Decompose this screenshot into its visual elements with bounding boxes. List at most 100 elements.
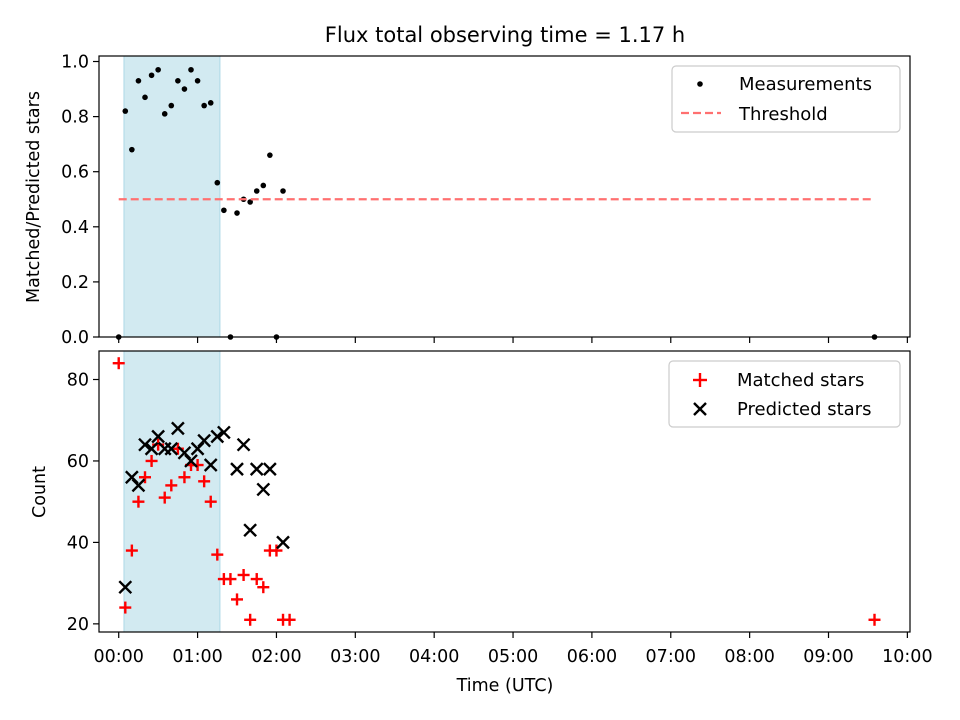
measurement-point [194,77,201,84]
x-stroke [236,437,251,452]
predicted-star-point [249,462,264,476]
measurement-point [253,188,260,194]
measurement-point [142,94,148,101]
x-stroke [118,580,133,595]
x-stroke [249,462,264,476]
matched-star-point [145,454,158,467]
matched-star-point [125,544,138,557]
predicted-star-point [171,421,185,436]
measurement-point [161,111,168,117]
predicted-star-point [118,580,133,595]
x-tick-label: 10:00 [882,647,932,667]
top-plot-frame [98,55,911,338]
matched-star-point [224,573,237,586]
x-stroke [131,478,146,493]
matched-star-point [158,491,171,504]
matched-star-point [132,495,145,508]
matched-star-point [237,568,250,581]
matched-star-point [244,613,257,626]
matched-star-point [139,471,152,484]
matched-star-point [198,475,211,488]
measurement-point [214,179,221,186]
matched-star-point [868,613,881,626]
measurement-point [247,199,253,205]
x-stroke [276,535,290,550]
x-tick-label: 06:00 [567,647,617,667]
legend-measurements-marker [697,81,703,87]
chart-title: Flux total observing time = 1.17 h [325,23,685,47]
top-y-tick-label: 0.0 [61,328,89,348]
legend-predicted-marker [693,402,707,416]
x-tick-label: 07:00 [646,647,696,667]
x-axis-label: Time (UTC) [456,676,554,696]
predicted-star-point [276,535,290,550]
bottom-y-tick-label: 20 [67,615,89,635]
x-stroke [125,470,139,485]
top-y-tick-label: 0.8 [61,108,89,128]
x-tick-label: 04:00 [409,647,459,667]
matched-star-point [211,548,224,561]
matched-star-point [204,495,217,508]
measurement-point [168,102,175,109]
x-stroke [164,441,179,456]
predicted-star-point [203,458,218,472]
x-stroke [144,441,159,456]
predicted-star-point [184,454,198,468]
x-stroke [243,523,258,538]
predicted-star-point [210,429,225,444]
measurement-point [280,188,286,194]
x-stroke [177,445,192,460]
bottom-shaded-region [123,350,221,633]
measurement-point [207,100,214,106]
top-y-tick-label: 0.2 [61,273,89,293]
bottom-y-axis: 20 40 60 80 [67,371,99,635]
matched-star-point [270,544,283,557]
x-stroke [197,433,212,448]
top-panel: 0.0 0.2 0.4 0.6 0.8 1.0 Matched/Predicted sta… [24,53,911,348]
measurement-point [148,72,155,79]
predicted-star-point [217,425,231,440]
top-y-tick-label: 1.0 [61,53,89,73]
legend-predicted-label: Predicted stars [737,399,871,420]
measurement-point [221,207,227,214]
measurement-point [129,146,135,153]
measurement-point [234,210,240,216]
bottom-y-axis-label: Count [30,466,50,518]
measurement-point [201,102,207,109]
x-stroke [203,458,218,472]
x-tick-label: 02:00 [251,647,301,667]
legend-measurements-label: Measurements [739,74,872,95]
x-tick-label: 09:00 [803,647,853,667]
matched-star-point [165,479,178,492]
measurement-point [267,152,273,158]
predicted-star-point [131,478,146,493]
x-tick-label: 08:00 [724,647,774,667]
predicted-star-point [263,462,277,476]
predicted-star-point [164,441,179,456]
x-stroke [171,421,185,436]
x-stroke [256,482,271,497]
top-y-axis: 0.0 0.2 0.4 0.6 0.8 1.0 [61,53,99,348]
matched-star-point [112,357,125,370]
bottom-y-tick-label: 40 [67,533,89,553]
bottom-series-layer [112,357,881,626]
top-y-axis-label: Matched/Predicted stars [24,91,44,303]
predicted-star-point [151,429,165,444]
legend-matched-marker [693,373,707,387]
x-tick-label: 01:00 [172,647,222,667]
measurement-point [175,77,181,84]
measurement-point [181,86,188,92]
matched-star-point [178,471,191,484]
x-stroke [230,462,244,476]
predicted-star-point [144,441,159,456]
legend-threshold-label: Threshold [738,104,828,125]
bottom-y-tick-label: 80 [67,371,89,391]
top-legend: Measurements Threshold [671,65,901,133]
x-tick-label: 03:00 [330,647,380,667]
measurement-point [135,77,142,84]
predicted-star-point [236,437,251,452]
measurement-point [122,108,129,114]
top-y-tick-label: 0.4 [61,218,89,238]
